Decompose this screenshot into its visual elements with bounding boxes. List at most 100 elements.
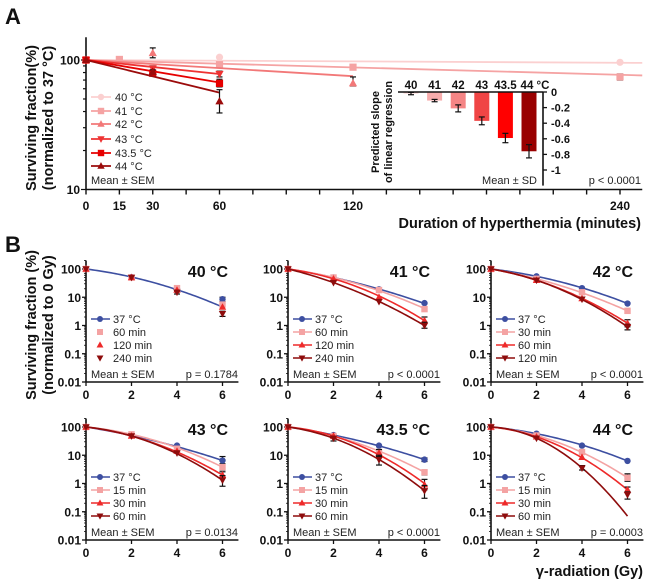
legend-marker: [97, 93, 105, 101]
legend-item: 60 min: [91, 511, 146, 523]
y-tick-label: 100: [263, 263, 283, 277]
legend-label: 240 min: [315, 353, 354, 365]
bar: [450, 92, 466, 109]
y-tick-label: 100: [61, 263, 81, 277]
data-point: [616, 73, 624, 81]
data-point: [487, 424, 495, 431]
data-point: [115, 55, 123, 64]
legend-item: 41 °C: [91, 106, 143, 118]
legend-label: 41 °C: [115, 106, 143, 118]
panel-a-label: A: [5, 4, 21, 29]
y-tick-label: 1: [276, 477, 283, 491]
x-tick-label: 2: [533, 388, 540, 402]
legend-item: 43 °C: [91, 134, 143, 146]
y-tick-label: 0.1: [64, 347, 81, 361]
category-label: 40: [405, 80, 418, 92]
data-point: [82, 266, 90, 273]
fit-curve: [490, 268, 628, 305]
y-axis-title: Predicted slope: [370, 91, 382, 173]
legend-item: 37 °C: [91, 314, 141, 326]
x-tick-label: 2: [128, 388, 135, 402]
y-tick-label: 0.1: [266, 347, 283, 361]
legend-item: 40 °C: [91, 92, 143, 104]
legend-label: 37 °C: [518, 472, 546, 484]
legend-marker: [502, 474, 508, 480]
data-point: [218, 303, 227, 310]
y-tick-label: -1: [551, 165, 561, 177]
x-tick-label: 4: [174, 546, 181, 560]
legend-marker: [299, 487, 305, 493]
bar: [427, 92, 443, 101]
legend-marker: [97, 107, 105, 115]
legend-label: 120 min: [113, 340, 152, 352]
p-value: p = 0.0134: [186, 527, 238, 539]
legend-label: 120 min: [518, 353, 557, 365]
legend-item: 240 min: [96, 353, 152, 365]
y-tick-label: 100: [466, 421, 486, 435]
legend-item: 120 min: [496, 353, 557, 365]
legend-label: 43 °C: [115, 134, 143, 146]
legend-marker: [96, 499, 104, 506]
legend-label: 60 min: [113, 511, 146, 523]
data-point: [487, 266, 495, 273]
data-point: [375, 293, 383, 300]
fit-curve: [287, 426, 425, 492]
legend-item: 60 min: [97, 327, 146, 339]
fit-curve: [490, 426, 629, 517]
y-tick-label: 0.01: [260, 376, 284, 390]
legend-label: 60 min: [518, 340, 551, 352]
x-tick-label: 0: [488, 388, 495, 402]
legend-label: 30 min: [518, 498, 551, 510]
data-point: [148, 48, 157, 57]
fit-curve: [287, 268, 425, 327]
category-label: 44 °C: [521, 80, 550, 92]
x-tick-label: 6: [219, 388, 226, 402]
legend-item: 60 min: [293, 511, 348, 523]
legend-marker: [97, 316, 103, 322]
p-value: p < 0.0001: [388, 527, 440, 539]
stats-annotation: Mean ± SEM: [91, 527, 155, 539]
data-point: [420, 322, 429, 330]
data-point: [218, 311, 227, 318]
legend-marker: [298, 341, 306, 348]
data-point: [532, 277, 541, 285]
legend-marker: [96, 513, 104, 520]
data-point: [215, 53, 224, 61]
x-tick-label: 4: [579, 388, 586, 402]
y-tick-label: 10: [473, 291, 487, 305]
data-point: [578, 465, 586, 472]
legend-item: 60 min: [496, 511, 551, 523]
legend-label: 30 min: [315, 498, 348, 510]
legend-label: 15 min: [518, 485, 551, 497]
x-tick-label: 4: [174, 388, 181, 402]
legend-label: 60 min: [518, 511, 551, 523]
panel-b-y-axis-subtitle: (normalized to 0 Gy): [41, 255, 57, 395]
legend-item: 15 min: [496, 485, 551, 497]
data-point: [623, 324, 632, 331]
legend-marker: [501, 499, 509, 506]
p-value: p = 0.1784: [186, 369, 238, 381]
legend-marker: [96, 355, 104, 362]
y-tick-label: 1: [74, 477, 81, 491]
legend-label: 60 min: [113, 327, 146, 339]
x-tick-label: 6: [624, 546, 631, 560]
data-point: [329, 274, 338, 282]
data-point: [578, 442, 586, 449]
legend-marker: [299, 316, 305, 322]
legend-item: 120 min: [293, 340, 354, 352]
y-axis-title: Surviving fraction(%): [24, 45, 40, 191]
data-point: [624, 300, 631, 307]
legend-marker: [298, 355, 306, 362]
fit-curve: [85, 268, 223, 308]
y-tick-label: 100: [60, 54, 80, 68]
p-value: p < 0.0001: [591, 369, 643, 381]
legend-label: 120 min: [315, 340, 354, 352]
error-bar: [526, 144, 532, 159]
bar: [474, 92, 490, 121]
category-label: 42: [452, 80, 465, 92]
y-tick-label: 100: [61, 421, 81, 435]
panel-b-y-axis-title: Surviving fraction (%): [24, 250, 40, 400]
